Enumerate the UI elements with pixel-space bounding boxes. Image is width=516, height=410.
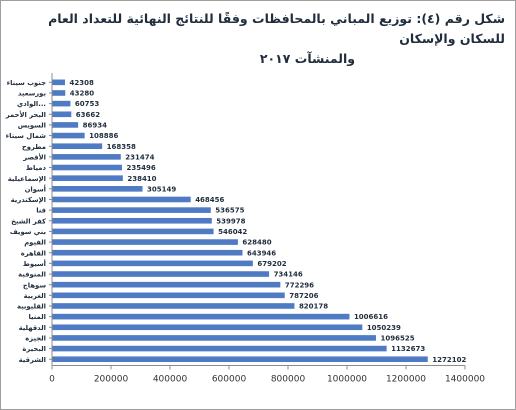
bar — [52, 356, 428, 363]
value-label: 1096525 — [380, 335, 414, 343]
bar — [52, 90, 66, 96]
value-label: 546042 — [218, 228, 247, 236]
value-label: 1132673 — [391, 345, 425, 353]
bar — [52, 143, 103, 150]
category-label: المنوفية — [18, 271, 46, 279]
chart-title-line1: شكل رقم (٤): توزيع المباني بالمحافظات وف… — [48, 11, 505, 46]
category-label: الأقصر — [22, 152, 46, 161]
x-tick-label: 800000 — [271, 375, 306, 385]
value-label: 1006616 — [354, 313, 388, 321]
category-label: الدقهلية — [19, 324, 46, 332]
bar — [52, 122, 79, 128]
value-label: 679202 — [257, 260, 286, 268]
bar — [52, 292, 285, 299]
value-label: 787206 — [289, 292, 318, 300]
bar — [52, 164, 122, 171]
bar — [52, 79, 65, 86]
value-label: 60753 — [75, 100, 99, 108]
x-tick-label: 0 — [49, 375, 55, 385]
value-label: 231474 — [125, 153, 154, 161]
value-label: 468456 — [195, 196, 224, 204]
value-label: 539978 — [216, 217, 245, 225]
value-label: 536575 — [215, 207, 244, 215]
chart-title-line2: والمنشآت ٢٠١٧ — [259, 51, 355, 66]
value-label: 643946 — [247, 249, 276, 257]
x-tick-label: 600000 — [212, 375, 247, 385]
value-label: 235496 — [126, 164, 155, 172]
bar — [52, 186, 143, 192]
category-label: سوهاج — [23, 281, 46, 289]
category-label: جنوب سيناء — [7, 79, 46, 87]
category-label: الغربية — [24, 292, 46, 300]
bar — [52, 335, 376, 341]
category-label: الوادي... — [17, 100, 46, 108]
x-tick-label: 1200000 — [386, 375, 426, 385]
value-label: 1272102 — [432, 356, 466, 364]
value-label: 43280 — [70, 90, 94, 98]
value-label: 628480 — [242, 239, 271, 247]
bar — [52, 239, 238, 245]
x-tick-label: 400000 — [153, 375, 188, 385]
bar — [52, 303, 295, 309]
bar — [52, 111, 72, 118]
category-label: بني سويف — [10, 228, 46, 236]
value-label: 305149 — [147, 185, 176, 193]
bar — [52, 207, 211, 213]
bar — [52, 271, 270, 277]
value-label: 108886 — [89, 132, 118, 140]
category-label: الإسكندرية — [11, 196, 46, 204]
bar — [52, 154, 121, 160]
bar — [52, 175, 123, 181]
category-label: كفر الشيخ — [11, 217, 46, 225]
bar — [52, 196, 191, 203]
category-label: الإسماعيلية — [8, 175, 46, 183]
bar — [52, 249, 243, 256]
x-tick-label: 200000 — [94, 375, 129, 385]
category-label: أسوان — [25, 184, 46, 193]
category-label: القليوبية — [17, 303, 46, 311]
value-label: 734146 — [274, 271, 303, 279]
category-label: شمال سيناء — [6, 132, 47, 140]
category-label: أسيوط — [23, 259, 46, 268]
value-label: 772296 — [285, 281, 314, 289]
value-label: 63662 — [76, 111, 100, 119]
category-label: المنيا — [28, 313, 46, 321]
category-label: بورسعيد — [18, 90, 46, 98]
bar — [52, 313, 350, 320]
category-label: السويس — [18, 122, 46, 130]
bar — [52, 324, 363, 331]
bar — [52, 281, 281, 288]
value-label: 168358 — [107, 143, 136, 151]
value-label: 86934 — [83, 122, 107, 130]
value-label: 1050239 — [367, 324, 401, 332]
x-tick-label: 1000000 — [327, 375, 367, 385]
bar — [52, 217, 212, 224]
chart-title: شكل رقم (٤): توزيع المباني بالمحافظات وف… — [11, 9, 505, 69]
category-label: البحيرة — [22, 345, 46, 353]
category-label: مطروح — [22, 143, 46, 151]
value-label: 820178 — [299, 303, 328, 311]
value-label: 42308 — [69, 79, 93, 87]
bar — [52, 228, 214, 235]
category-label: البحر الأحمر — [5, 110, 46, 119]
category-label: الفيوم — [24, 239, 46, 247]
category-label: قنا — [36, 207, 46, 215]
x-tick-label: 1400000 — [445, 375, 485, 385]
bar — [52, 260, 253, 267]
category-label: الجيزة — [25, 335, 46, 343]
bar — [52, 345, 387, 352]
category-label: القاهرة — [21, 249, 46, 257]
category-label: الشرقية — [19, 356, 46, 364]
value-label: 238410 — [127, 175, 156, 183]
bar — [52, 100, 71, 107]
bar — [52, 132, 85, 139]
category-label: دمياط — [26, 164, 47, 172]
